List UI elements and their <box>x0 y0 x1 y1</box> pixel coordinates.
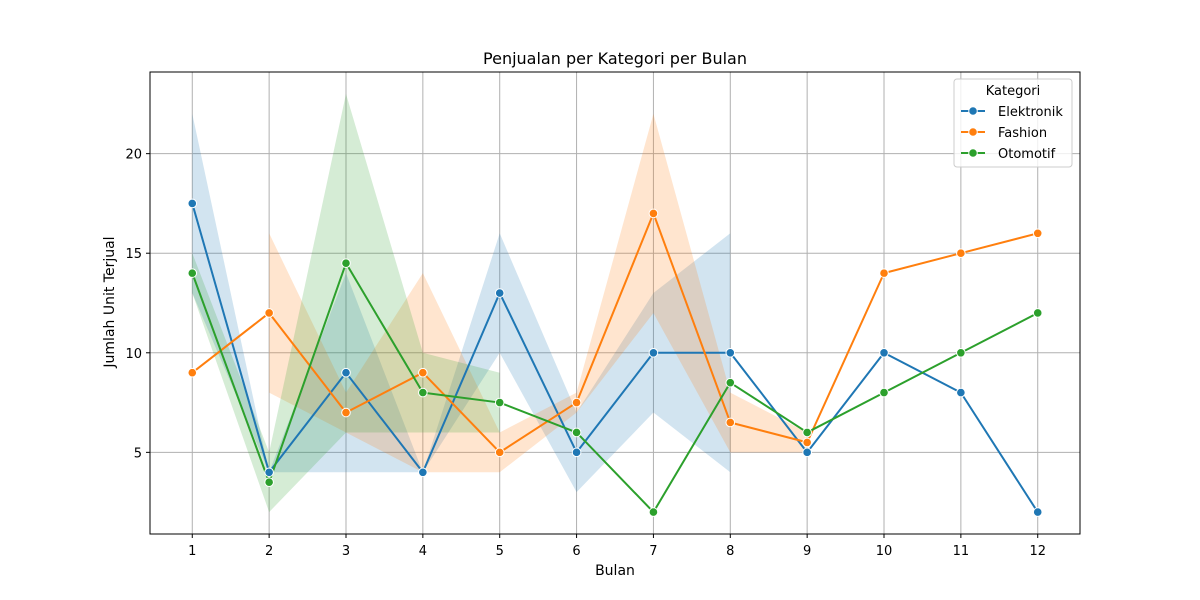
otomotif-data-point <box>802 427 812 438</box>
elektronik-data-point <box>418 467 428 478</box>
fashion-data-point <box>956 248 966 259</box>
legend-marker-fashion <box>968 127 978 137</box>
x-tick-label: 7 <box>649 544 657 559</box>
otomotif-line <box>191 262 1039 514</box>
x-tick-label: 11 <box>953 544 970 559</box>
fashion-data-point <box>802 437 812 448</box>
fashion-data-point <box>1032 228 1043 239</box>
otomotif-data-point <box>341 258 351 268</box>
y-tick-label: 10 <box>125 347 142 362</box>
fashion-data-point <box>571 397 582 408</box>
elektronik-line <box>191 203 1039 513</box>
x-tick-label: 6 <box>572 544 580 559</box>
fashion-data-point <box>264 308 274 318</box>
elektronik-data-point <box>264 467 274 478</box>
y-axis-label: Jumlah Unit Terjual <box>102 236 118 368</box>
otomotif-data-point <box>571 427 582 438</box>
fashion-data-point <box>494 447 505 458</box>
otomotif-data-point <box>187 268 198 278</box>
elektronik-data-point <box>956 387 966 398</box>
otomotif-data-point <box>494 397 505 408</box>
legend-label-elektronik: Elektronik <box>998 105 1063 120</box>
fashion-data-point <box>187 367 198 378</box>
y-tick-label: 15 <box>125 247 142 262</box>
x-tick-label: 12 <box>1029 544 1046 559</box>
x-tick-label: 5 <box>496 544 504 559</box>
elektronik-data-point <box>341 367 351 378</box>
x-axis-label: Bulan <box>595 563 635 579</box>
series-lines <box>191 203 1039 514</box>
series-markers <box>187 198 1043 517</box>
y-tick-label: 20 <box>125 148 142 163</box>
legend-box <box>953 78 1073 168</box>
otomotif-data-point <box>725 377 736 388</box>
otomotif-data-point <box>956 347 966 358</box>
fashion-data-point <box>341 407 351 418</box>
elektronik-data-point <box>648 347 659 358</box>
otomotif-data-point <box>879 387 889 398</box>
fashion-line <box>191 212 1038 454</box>
x-tick-label: 10 <box>876 544 893 559</box>
chart-title: Penjualan per Kategori per Bulan <box>483 49 747 68</box>
elektronik-data-point <box>725 347 736 358</box>
legend-marker-otomotif <box>968 148 978 158</box>
elektronik-data-point <box>494 288 505 298</box>
fashion-data-point <box>725 417 736 428</box>
elektronik-data-point <box>879 347 889 358</box>
legend: Kategori Elektronik Fashion Otomotif <box>953 78 1073 168</box>
x-tick-label: 8 <box>726 544 734 559</box>
otomotif-confidence-band <box>192 93 500 513</box>
grid <box>150 72 1080 534</box>
elektronik-data-point <box>1032 507 1043 517</box>
legend-title: Kategori <box>986 84 1041 99</box>
legend-label-otomotif: Otomotif <box>998 147 1056 162</box>
otomotif-data-point <box>418 387 428 398</box>
legend-marker-elektronik <box>968 106 978 116</box>
fashion-data-point <box>879 268 889 278</box>
otomotif-data-point <box>1032 308 1043 318</box>
elektronik-data-point <box>187 198 198 209</box>
legend-label-fashion: Fashion <box>998 126 1047 141</box>
fashion-data-point <box>648 208 659 219</box>
elektronik-data-point <box>571 447 582 458</box>
x-tick-label: 9 <box>803 544 811 559</box>
x-tick-label: 2 <box>265 544 273 559</box>
x-tick-label: 3 <box>342 544 350 559</box>
otomotif-data-point <box>264 477 274 488</box>
plot-area-frame <box>149 71 1081 535</box>
y-tick-label: 5 <box>134 446 142 461</box>
fashion-data-point <box>418 367 428 378</box>
x-tick-label: 4 <box>419 544 427 559</box>
otomotif-data-point <box>648 507 659 517</box>
x-tick-label: 1 <box>188 544 196 559</box>
elektronik-data-point <box>802 447 812 458</box>
